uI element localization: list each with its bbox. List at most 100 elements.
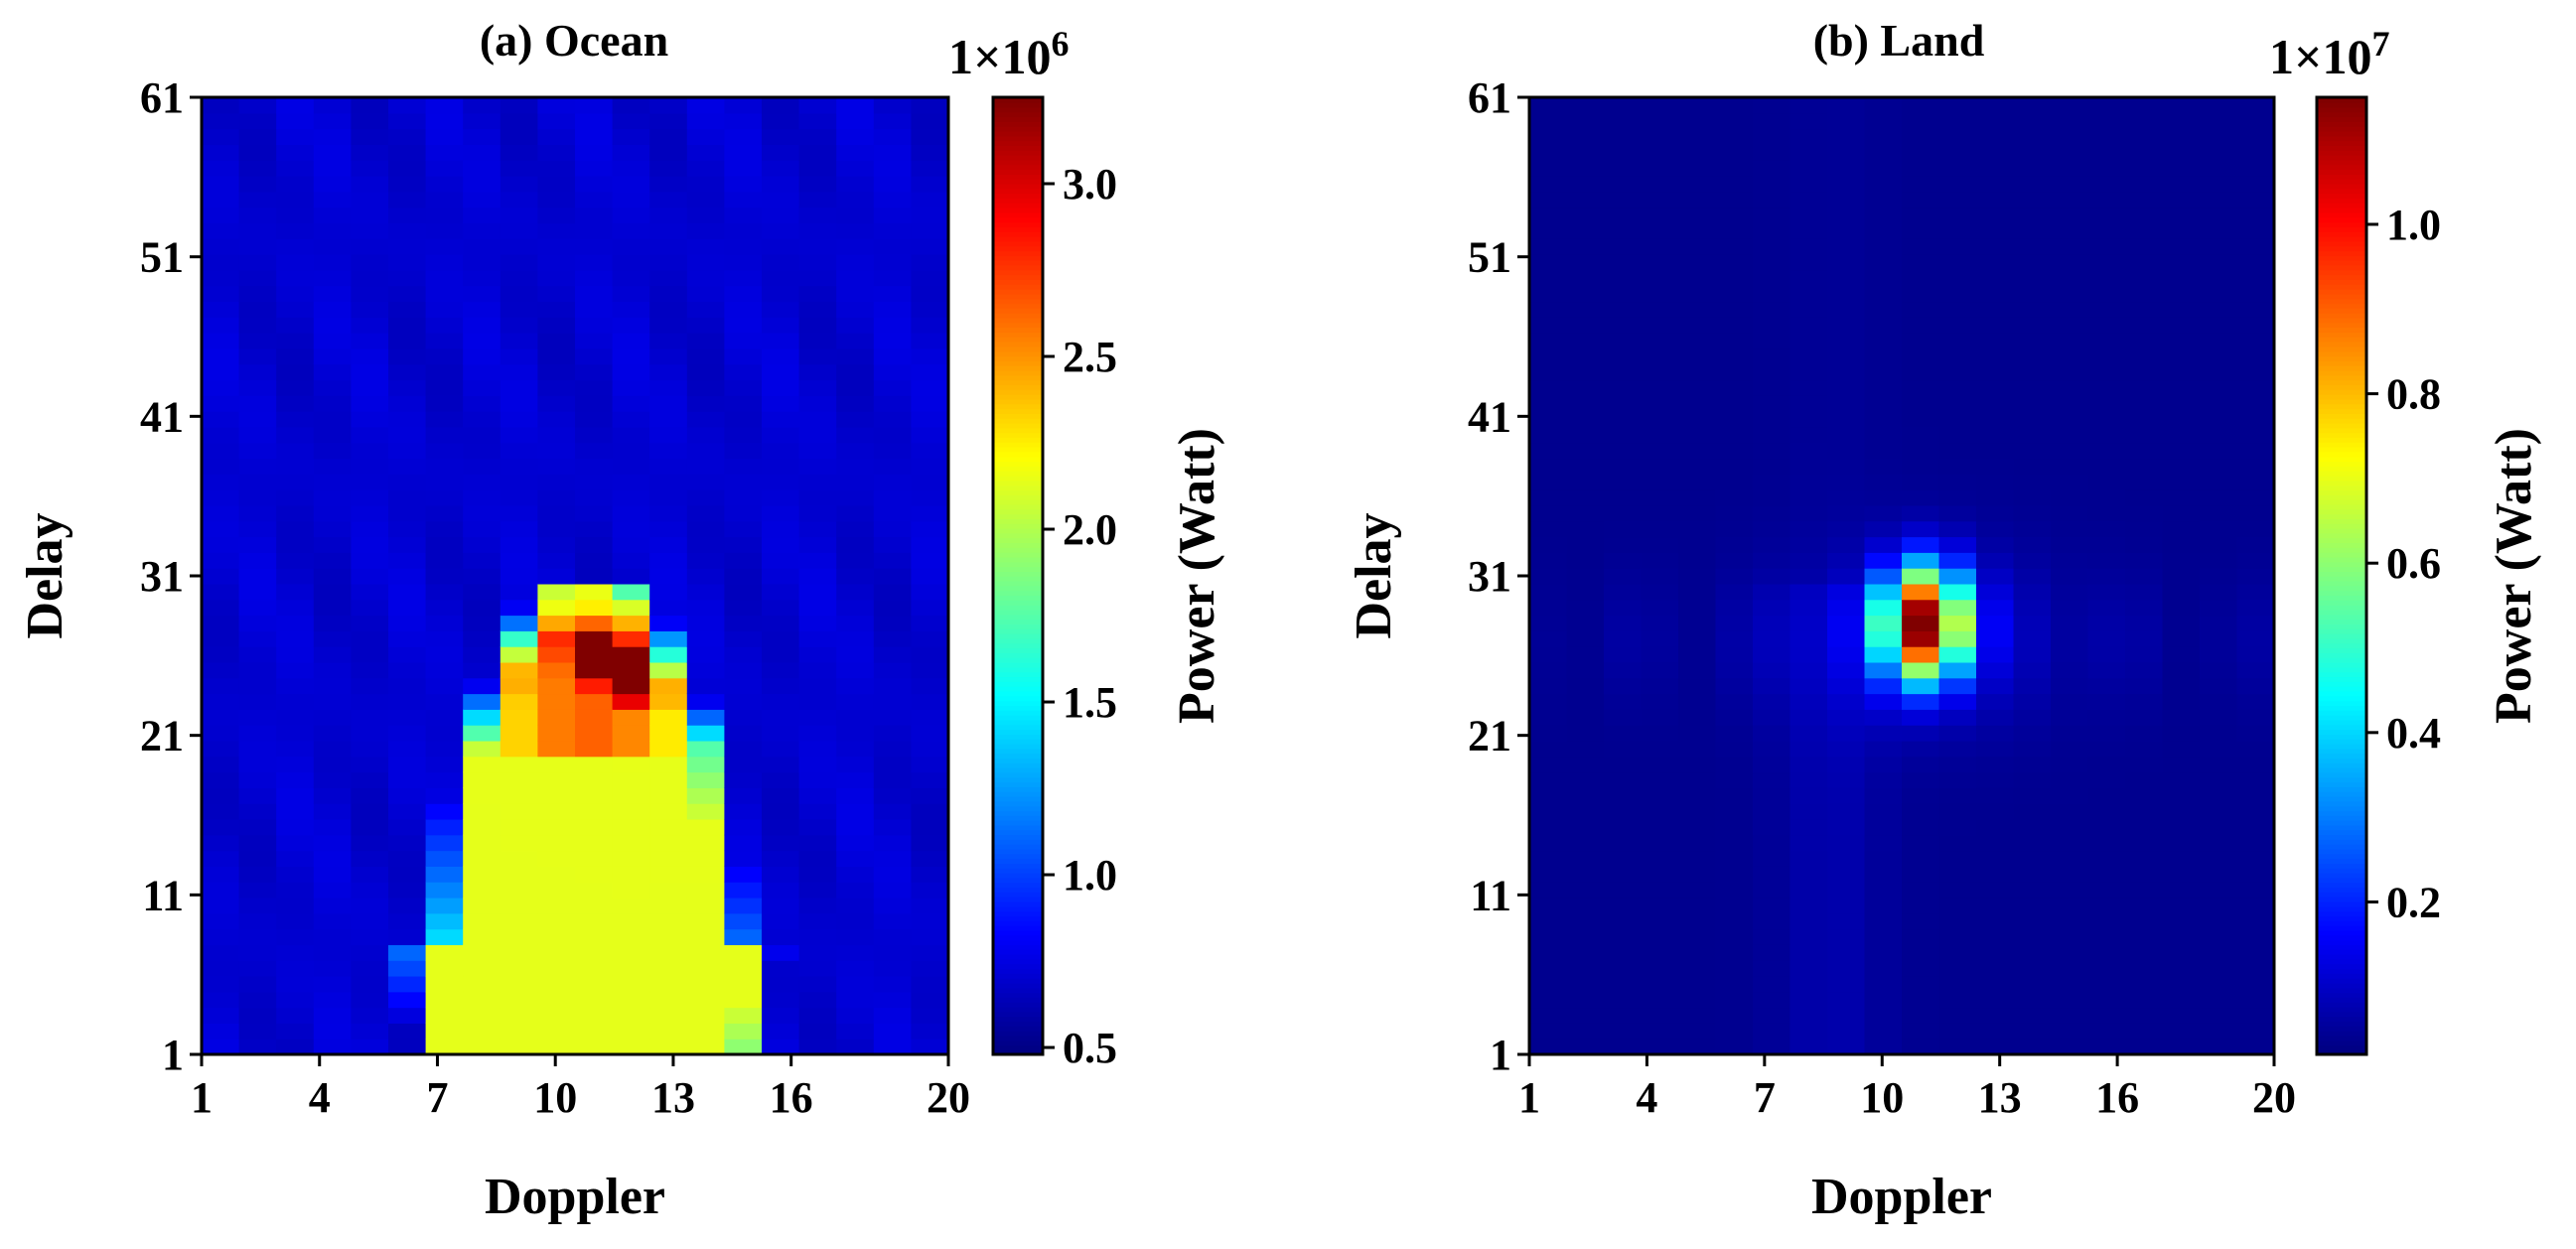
ocean-cell: [762, 552, 800, 569]
land-cell: [1715, 771, 1754, 788]
ocean-colorbar-segment: [993, 790, 1043, 797]
land-cell: [2051, 97, 2089, 114]
ocean-cell: [388, 944, 427, 961]
ocean-cell: [276, 928, 315, 945]
ocean-cell: [911, 301, 949, 318]
land-colorbar-segment: [2317, 973, 2366, 979]
land-cell: [1566, 975, 1605, 993]
land-cell: [1715, 975, 1754, 993]
land-cell: [1976, 725, 2015, 742]
land-cell: [2051, 128, 2089, 146]
land-cell: [1529, 818, 1568, 836]
ocean-colorbar-segment: [993, 346, 1043, 352]
land-cell: [1864, 474, 1903, 490]
ocean-cell: [798, 333, 837, 349]
ocean-cell: [537, 144, 576, 161]
ocean-cell: [276, 803, 315, 820]
land-colorbar-segment: [2317, 556, 2366, 563]
land-cell: [1789, 725, 1828, 742]
land-y-tick-label: 61: [1468, 73, 1511, 122]
ocean-cell: [873, 866, 912, 883]
ocean-cell: [724, 850, 763, 867]
ocean-cell: [798, 787, 837, 804]
ocean-cell: [238, 1023, 277, 1040]
ocean-cell: [313, 238, 352, 255]
land-cell: [1715, 928, 1754, 945]
land-cell: [1715, 1007, 1754, 1024]
land-colorbar-segment: [2317, 590, 2366, 597]
land-cell: [2013, 834, 2052, 852]
ocean-cell: [686, 661, 725, 679]
ocean-colorbar-segment: [993, 374, 1043, 381]
land-cell: [1827, 756, 1866, 773]
land-colorbar-segment: [2317, 1026, 2366, 1032]
ocean-cell: [276, 112, 315, 130]
land-cell: [1715, 176, 1754, 193]
land-cell: [1827, 269, 1866, 287]
land-cell: [1827, 568, 1866, 585]
land-cell: [1753, 677, 1791, 695]
ocean-cell: [798, 740, 837, 758]
ocean-colorbar-segment: [993, 442, 1043, 448]
land-colorbar-segment: [2317, 485, 2366, 491]
land-cell: [1529, 975, 1568, 993]
ocean-cell: [612, 818, 650, 836]
land-cell: [1604, 363, 1643, 381]
land-cell: [1641, 787, 1679, 804]
ocean-cell: [911, 347, 949, 365]
land-cell: [1938, 599, 1977, 617]
ocean-cell: [836, 1023, 875, 1040]
land-cell: [1604, 740, 1643, 758]
land-cell: [2200, 363, 2238, 381]
land-cell: [2200, 395, 2238, 412]
land-cell: [1789, 536, 1828, 553]
land-cell: [1938, 693, 1977, 710]
ocean-cell: [463, 552, 501, 569]
ocean-cell: [500, 1023, 538, 1040]
land-cell: [2051, 1007, 2089, 1024]
ocean-cell: [276, 756, 315, 773]
ocean-cell: [388, 128, 427, 146]
ocean-cell: [425, 1007, 464, 1024]
ocean-cell: [911, 285, 949, 303]
ocean-cell: [873, 630, 912, 647]
land-cell: [1864, 725, 1903, 742]
ocean-cell: [612, 583, 650, 601]
land-cell: [2013, 1007, 2052, 1024]
land-cell: [1864, 254, 1903, 271]
ocean-cell: [762, 1039, 800, 1055]
land-cell: [1789, 615, 1828, 631]
land-cell: [1976, 991, 2015, 1009]
land-cell: [2013, 944, 2052, 961]
ocean-cell: [463, 347, 501, 365]
land-cell: [1566, 818, 1605, 836]
land-cell: [1938, 160, 1977, 177]
land-cell: [1566, 882, 1605, 899]
ocean-cell: [649, 363, 688, 381]
land-cell: [1753, 850, 1791, 867]
land-colorbar-segment: [2317, 824, 2366, 831]
land-cell: [1715, 866, 1754, 883]
land-cell: [2236, 285, 2275, 303]
ocean-cell: [911, 991, 949, 1009]
ocean-colorbar-segment: [993, 537, 1043, 544]
ocean-cell: [276, 207, 315, 224]
ocean-cell: [724, 693, 763, 710]
ocean-cell: [612, 520, 650, 538]
land-cell: [1678, 991, 1717, 1009]
ocean-cell: [388, 693, 427, 710]
land-cell: [2051, 411, 2089, 428]
land-cell: [1753, 347, 1791, 365]
ocean-colorbar-segment: [993, 858, 1043, 864]
land-cell: [1678, 975, 1717, 993]
land-cell: [1902, 504, 1940, 522]
land-cell: [2236, 222, 2275, 239]
ocean-cell: [686, 803, 725, 820]
land-cell: [2200, 912, 2238, 930]
land-cell: [1938, 238, 1977, 255]
ocean-cell: [500, 333, 538, 349]
ocean-cell: [873, 176, 912, 193]
land-cell: [1678, 238, 1717, 255]
ocean-colorbar-segment: [993, 973, 1043, 979]
ocean-cell: [873, 928, 912, 945]
